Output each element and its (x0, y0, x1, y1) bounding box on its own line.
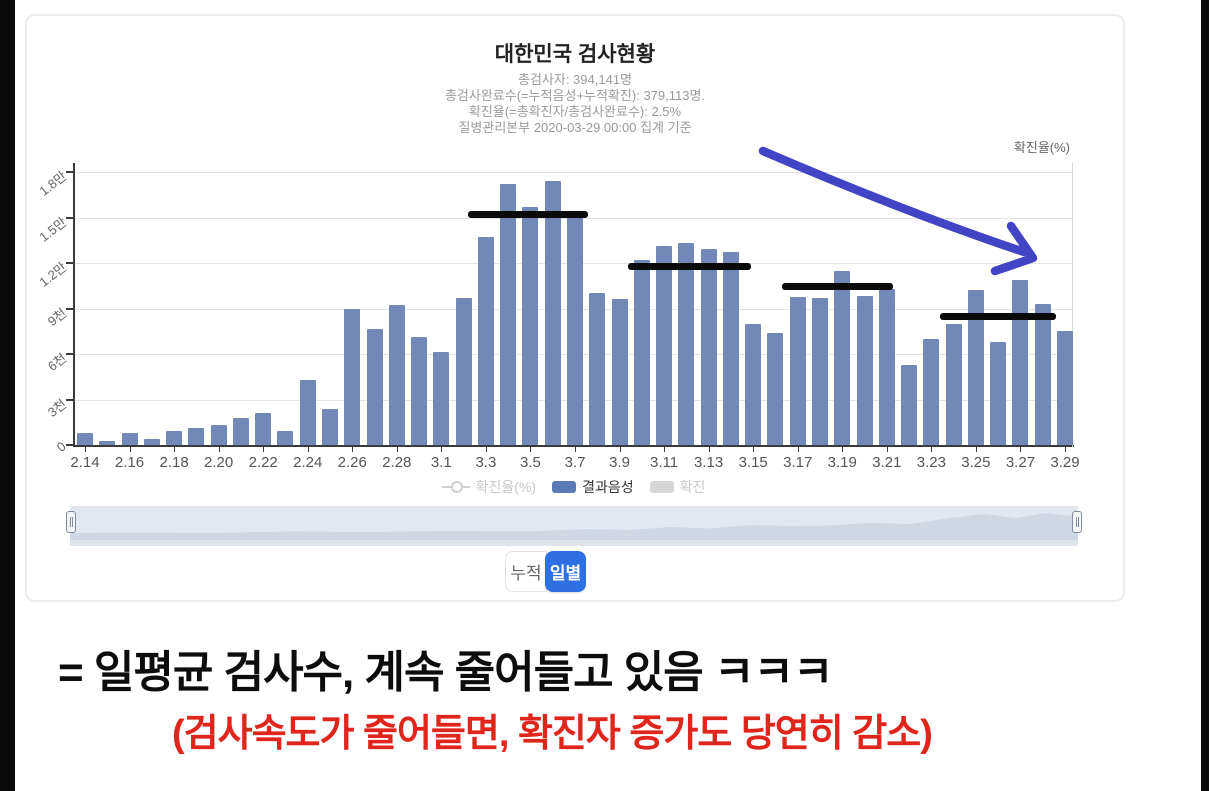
subtitle-source-date: 질병관리본부 2020-03-29 00:00 집계 기준 (458, 120, 692, 135)
navigator-left-handle[interactable] (66, 511, 76, 533)
subtitle-total-tested: 총검사자: 394,141명 (517, 72, 632, 87)
right-black-strip (1201, 0, 1209, 791)
legend-item-confirmed[interactable]: 확진 (649, 477, 706, 497)
subtitle-total-completed: 총검사완료수(=누적음성+누적확진): 379,113명. (444, 88, 706, 103)
subtitle-positive-rate: 확진율(=총확진자/총검사완료수): 2.5% (468, 104, 682, 119)
legend-label: 확진 (679, 479, 706, 495)
caption-red-text: (검사속도가 줄어들면, 확진자 증가도 당연히 감소) (172, 713, 933, 755)
right-axis-title: 확진율(%) (1013, 140, 1070, 155)
legend-item-positive-rate[interactable]: 확진율(%) (441, 477, 537, 497)
blue-swatch-icon (552, 481, 577, 493)
range-navigator[interactable] (70, 506, 1078, 540)
line-marker-icon (441, 481, 470, 493)
cumulative-button[interactable]: 누적 (505, 551, 547, 592)
legend-label: 결과음성 (582, 479, 634, 495)
left-black-strip (0, 0, 15, 791)
caption-black-text: = 일평균 검사수, 계속 줄어들고 있음 ㅋㅋㅋ (58, 648, 833, 697)
chart-title: 대한민국 검사현황 (494, 43, 656, 66)
daily-button[interactable]: 일별 (545, 551, 586, 592)
view-mode-toggle: 누적 일별 (505, 551, 586, 592)
legend-label: 확진율(%) (475, 479, 537, 495)
navigator-right-handle[interactable] (1072, 511, 1082, 533)
chart-subtitle: 총검사자: 394,141명 총검사완료수(=누적음성+누적확진): 379,1… (75, 72, 1075, 136)
chart-legend: 확진율(%) 결과음성 확진 (75, 476, 1072, 498)
navigator-preview-area (70, 513, 1078, 540)
gray-swatch-icon (649, 481, 674, 493)
navigator-scrollbar[interactable] (70, 540, 1078, 546)
legend-item-negative-results[interactable]: 결과음성 (552, 477, 634, 497)
